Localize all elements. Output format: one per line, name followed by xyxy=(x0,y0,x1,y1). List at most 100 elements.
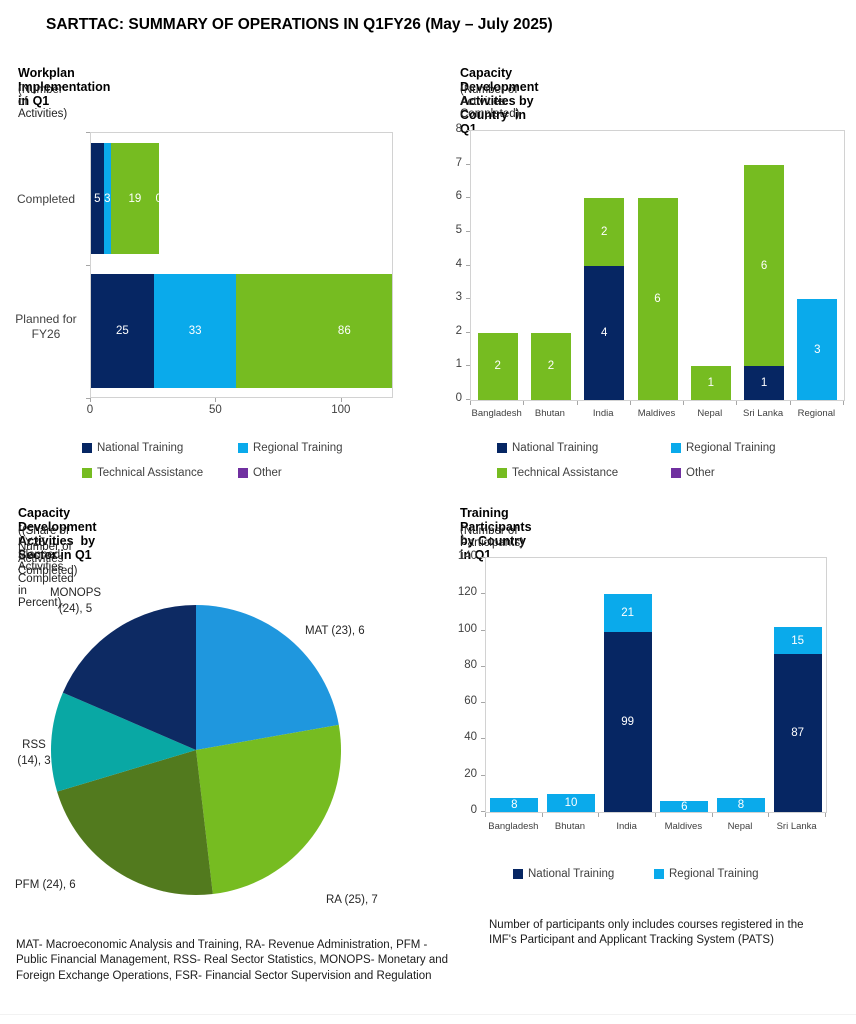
y-axis-tick-label: 0 xyxy=(455,392,462,404)
y-axis-tick-mark xyxy=(466,163,470,165)
bar-segment-technical-assistance xyxy=(530,332,571,400)
bar-segment-regional-training xyxy=(490,797,539,812)
bar-segment-national-training xyxy=(744,366,785,400)
legend-item-technical-assistance: Technical Assistance xyxy=(497,467,618,479)
cd-by-country-chart-title: Capacity Development Activities by Count… xyxy=(460,66,542,136)
y-axis-tick-mark xyxy=(466,298,470,300)
pie-slice-label-ra: RA (25), 7 xyxy=(326,893,436,909)
sector-abbreviations-footnote: MAT- Macroeconomic Analysis and Training… xyxy=(16,939,449,982)
bar-value-label: 86 xyxy=(337,325,351,337)
y-axis-tick-label: 60 xyxy=(464,695,477,708)
bar-value-label: 5 xyxy=(94,192,101,205)
pie-slice-pfm xyxy=(57,750,213,896)
category-label: India xyxy=(616,821,637,832)
bar-value-label: 19 xyxy=(128,192,142,205)
cd-by-sector-subtitle-line2: Number of Activities Completed) xyxy=(18,541,78,577)
y-axis-tick-label: 1 xyxy=(455,358,462,371)
y-axis-tick-mark xyxy=(466,197,470,199)
category-label: Maldives xyxy=(637,408,676,419)
x-axis-tick-mark xyxy=(541,813,543,817)
y-axis-tick-mark xyxy=(466,365,470,367)
legend-swatch xyxy=(654,869,664,879)
pie-label-line: (14), 3 xyxy=(17,754,51,767)
y-axis-tick-mark xyxy=(466,230,470,232)
legend-item-national-training: National Training xyxy=(513,868,614,880)
bar-value-label: 1 xyxy=(707,377,714,390)
pie-slice-monops xyxy=(62,605,196,750)
y-axis-tick-label: 4 xyxy=(455,257,462,270)
y-axis-tick-label: 0 xyxy=(470,804,477,816)
legend-swatch xyxy=(82,468,92,478)
legend-swatch xyxy=(497,468,507,478)
workplan-plot-area: 5 3 19 0 25 33 86 xyxy=(90,132,393,398)
y-axis-tick-mark xyxy=(86,398,90,399)
cd-by-country-plot-area: 2 2 4 2 6 1 1 6 3 xyxy=(470,130,845,401)
bar-segment-technical-assistance xyxy=(690,366,731,400)
bar-segment-national-training xyxy=(773,654,822,812)
workplan-chart-subtitle: (Number of Activities) xyxy=(18,84,68,120)
x-axis-tick-mark xyxy=(789,401,791,405)
bar-value-label: 3 xyxy=(104,192,111,205)
bar-value-label: 33 xyxy=(188,325,202,337)
y-axis-tick-label: 40 xyxy=(464,731,477,744)
bar-value-label: 15 xyxy=(791,634,805,647)
y-axis-tick-mark xyxy=(481,702,485,704)
pie-slice-label-mat: MAT (23), 6 xyxy=(305,624,415,640)
legend-item-technical-assistance: Technical Assistance xyxy=(82,467,203,479)
x-axis-tick-mark xyxy=(629,401,631,405)
bar-segment-regional-training xyxy=(660,801,709,812)
bar-segment-regional-training xyxy=(547,793,595,812)
category-label: India xyxy=(592,408,614,419)
legend-item-regional-training: Regional Training xyxy=(671,442,776,454)
bar-segment-regional-training xyxy=(103,143,112,254)
pie-label-line: (24), 5 xyxy=(58,602,93,615)
category-label: Bangladesh xyxy=(471,408,522,419)
x-axis-tick-label: 100 xyxy=(331,404,351,416)
pie-label-line: MONOPS xyxy=(49,587,102,599)
bar-segment-technical-assistance xyxy=(111,143,159,254)
page-bottom-divider xyxy=(0,1014,856,1015)
category-label: Bhutan xyxy=(534,408,565,419)
pats-footnote: Number of participants only includes cou… xyxy=(489,919,804,947)
pie-slice-mat xyxy=(196,605,339,750)
workplan-chart-title: Workplan Implementation in Q1 xyxy=(18,66,114,108)
bar-segment-national-training xyxy=(603,632,652,812)
x-axis-tick-mark xyxy=(825,813,826,817)
legend-swatch xyxy=(238,443,248,453)
bar-segment-regional-training xyxy=(797,299,838,400)
y-axis-tick-label: 7 xyxy=(455,156,462,169)
category-label: Bhutan xyxy=(554,821,586,832)
bar-segment-technical-assistance xyxy=(637,198,678,400)
y-axis-tick-mark xyxy=(466,399,470,400)
pie-slice-label-pfm: PFM (24), 6 xyxy=(15,878,125,894)
category-label: Planned for FY26 xyxy=(15,312,77,341)
category-label: Nepal xyxy=(727,821,753,832)
pie-label-line: MAT (23), 6 xyxy=(305,625,365,637)
bar-value-label: 87 xyxy=(791,727,805,740)
bar-value-label: 4 xyxy=(601,326,608,339)
legend-label: Other xyxy=(253,467,282,479)
legend-label: National Training xyxy=(528,868,615,880)
legend-item-regional-training: Regional Training xyxy=(238,442,343,454)
y-axis-tick-label: 140 xyxy=(457,550,477,562)
pie-slice-ra xyxy=(196,724,342,895)
category-label: Sri Lanka xyxy=(776,821,817,832)
cd-by-sector-subtitle-line1: ((Share of FY25 Planned Activities Compl… xyxy=(18,525,77,609)
y-axis-tick-label: 2 xyxy=(455,324,462,337)
bar-segment-technical-assistance xyxy=(744,164,785,367)
y-axis-tick-mark xyxy=(466,130,470,131)
legend-label: Other xyxy=(686,467,715,479)
legend-label: Regional Training xyxy=(686,442,776,454)
x-axis-tick-mark xyxy=(340,398,342,402)
bar-value-label: 8 xyxy=(737,798,745,811)
sector-pie-chart xyxy=(50,605,342,896)
legend-item-regional-training: Regional Training xyxy=(654,868,759,880)
bar-value-label: 2 xyxy=(601,225,608,238)
legend-item-other: Other xyxy=(671,467,715,479)
y-axis-tick-mark xyxy=(481,738,485,740)
bar-segment-national-training xyxy=(91,143,104,254)
legend-label: Regional Training xyxy=(669,868,759,880)
y-axis-tick-mark xyxy=(481,629,485,631)
bar-segment-technical-assistance xyxy=(584,198,625,266)
x-axis-tick-mark xyxy=(683,401,685,405)
